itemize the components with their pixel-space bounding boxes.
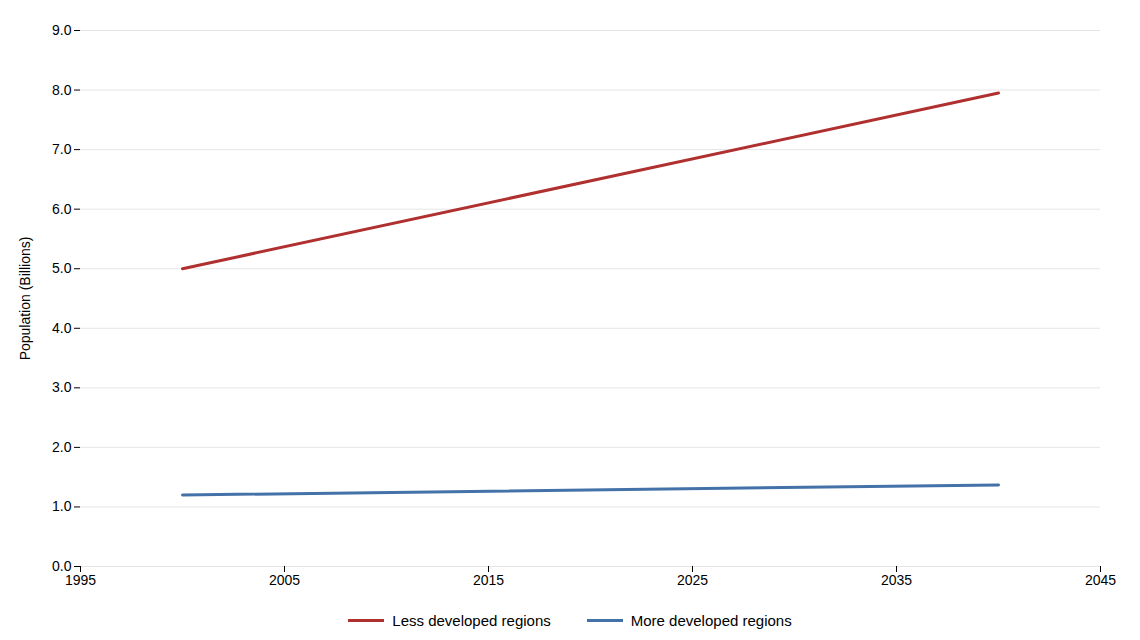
svg-text:1995: 1995 [65,572,96,588]
svg-text:5.0: 5.0 [52,260,72,276]
svg-text:2045: 2045 [1085,572,1116,588]
svg-text:9.0: 9.0 [52,22,72,38]
svg-text:2025: 2025 [677,572,708,588]
svg-text:7.0: 7.0 [52,141,72,157]
svg-text:2005: 2005 [269,572,300,588]
svg-text:0.0: 0.0 [52,558,72,574]
svg-text:3.0: 3.0 [52,379,72,395]
svg-text:2015: 2015 [473,572,504,588]
svg-text:1.0: 1.0 [52,498,72,514]
svg-text:6.0: 6.0 [52,201,72,217]
svg-text:8.0: 8.0 [52,82,72,98]
svg-text:Population (Billions): Population (Billions) [17,237,33,361]
html-text:Less developed regions: Less developed regions [392,612,551,629]
html-text:More developed regions: More developed regions [630,612,792,629]
svg-text:4.0: 4.0 [52,320,72,336]
svg-text:2035: 2035 [881,572,912,588]
svg-text:2.0: 2.0 [52,439,72,455]
